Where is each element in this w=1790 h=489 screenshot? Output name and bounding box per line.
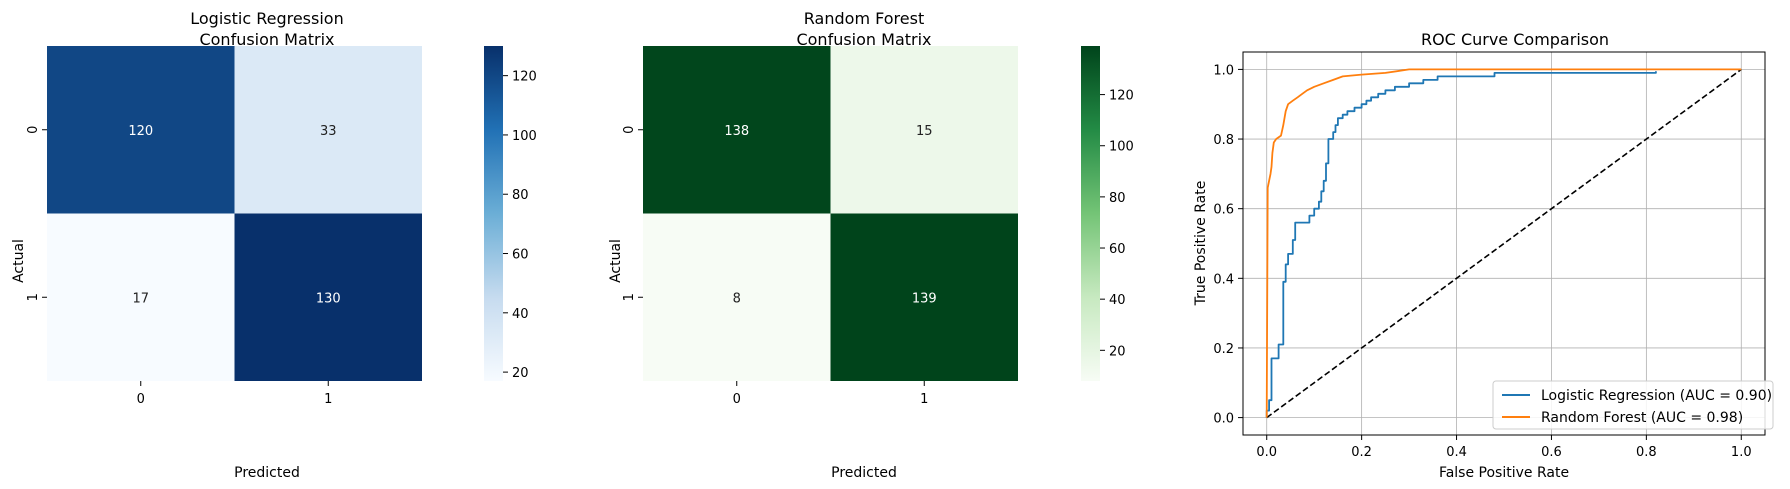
rf-confusion-matrix: Random Forest Confusion Matrix 138 15 8 139… bbox=[608, 9, 1134, 481]
x-tick-label: 0.8 bbox=[1636, 445, 1657, 460]
chart-title-line-2: Confusion Matrix bbox=[199, 30, 334, 49]
x-tick-label: 1 bbox=[324, 392, 332, 407]
colorbar-tick-label: 60 bbox=[512, 248, 529, 263]
chart-title-line-2: Confusion Matrix bbox=[796, 30, 931, 49]
heatmap-cell bbox=[47, 213, 235, 381]
colorbar-tick-label: 20 bbox=[1109, 344, 1126, 359]
x-tick-label: 1.0 bbox=[1731, 445, 1752, 460]
heatmap-cell bbox=[234, 213, 422, 381]
y-axis-label: Actual bbox=[608, 239, 624, 283]
colorbar-tick-label: 40 bbox=[512, 307, 529, 322]
logreg-confusion-matrix: Logistic Regression Confusion Matrix 120… bbox=[11, 9, 537, 481]
cell-value-label: 33 bbox=[320, 124, 337, 139]
y-tick-label: 0.8 bbox=[1213, 133, 1234, 148]
x-tick-label: 0.2 bbox=[1351, 445, 1372, 460]
colorbar-tick-label: 40 bbox=[1109, 293, 1126, 308]
cell-value-label: 17 bbox=[132, 291, 149, 306]
y-tick-label: 1.0 bbox=[1213, 63, 1234, 78]
colorbar bbox=[484, 46, 503, 381]
chart-title-line-1: Random Forest bbox=[804, 9, 924, 28]
legend: Logistic Regression (AUC = 0.90) Random … bbox=[1492, 380, 1774, 430]
y-tick-label: 1 bbox=[26, 293, 41, 301]
cell-value-label: 139 bbox=[912, 291, 937, 306]
heatmap-cell bbox=[830, 46, 1018, 214]
legend-box bbox=[1492, 380, 1774, 430]
colorbar-tick-label: 120 bbox=[512, 70, 537, 85]
legend-label-logreg: Logistic Regression (AUC = 0.90) bbox=[1541, 388, 1772, 404]
heatmap-cell bbox=[47, 46, 235, 214]
y-tick-label: 0.4 bbox=[1213, 272, 1234, 287]
y-tick-label: 1 bbox=[622, 293, 637, 301]
diagonal-chance-line bbox=[1266, 68, 1742, 419]
y-tick-label: 0 bbox=[26, 126, 41, 134]
chart-title-line-1: Logistic Regression bbox=[190, 9, 343, 28]
y-tick-label: 0 bbox=[622, 126, 637, 134]
heatmap-cell bbox=[830, 213, 1018, 381]
x-tick-label: 0 bbox=[733, 392, 741, 407]
x-tick-label: 0.4 bbox=[1446, 445, 1467, 460]
x-tick-label: 0 bbox=[137, 392, 145, 407]
series-line-random-forest bbox=[1265, 68, 1742, 418]
colorbar-tick-label: 120 bbox=[1109, 89, 1134, 104]
y-tick-label: 0.2 bbox=[1213, 342, 1234, 357]
x-tick-label: 1 bbox=[920, 392, 928, 407]
chart-title: ROC Curve Comparison bbox=[1421, 30, 1609, 49]
colorbar-tick-label: 20 bbox=[512, 366, 529, 381]
heatmap-cell bbox=[234, 46, 422, 214]
colorbar-tick-label: 60 bbox=[1109, 242, 1126, 257]
legend-label-rf: Random Forest (AUC = 0.98) bbox=[1541, 410, 1743, 426]
y-axis-label: True Positive Rate bbox=[1193, 181, 1209, 307]
colorbar-tick-label: 80 bbox=[1109, 191, 1126, 206]
series-line-logistic-regression bbox=[1265, 71, 1657, 418]
x-axis-label: False Positive Rate bbox=[1439, 465, 1569, 481]
heatmap-cell bbox=[643, 46, 831, 214]
colorbar-tick-label: 100 bbox=[1109, 140, 1134, 155]
cell-value-label: 130 bbox=[316, 291, 341, 306]
roc-curve-chart: ROC Curve Comparison 0.0 0.2 0.4 0.6 0.8 1.0 0… bbox=[1193, 30, 1774, 481]
colorbar-tick-label: 80 bbox=[512, 188, 529, 203]
cell-value-label: 120 bbox=[128, 124, 153, 139]
y-axis-label: Actual bbox=[11, 239, 27, 283]
x-axis-label: Predicted bbox=[831, 465, 897, 481]
y-tick-label: 0.6 bbox=[1213, 203, 1234, 218]
x-axis-label: Predicted bbox=[234, 465, 300, 481]
colorbar-tick-label: 100 bbox=[512, 129, 537, 144]
x-tick-label: 0.6 bbox=[1541, 445, 1562, 460]
plot-frame bbox=[1242, 51, 1766, 436]
cell-value-label: 15 bbox=[916, 124, 933, 139]
x-tick-label: 0.0 bbox=[1256, 445, 1277, 460]
cell-value-label: 8 bbox=[733, 291, 741, 306]
y-tick-label: 0.0 bbox=[1213, 412, 1234, 427]
cell-value-label: 138 bbox=[724, 124, 749, 139]
heatmap-cell bbox=[643, 213, 831, 381]
colorbar bbox=[1081, 46, 1100, 381]
